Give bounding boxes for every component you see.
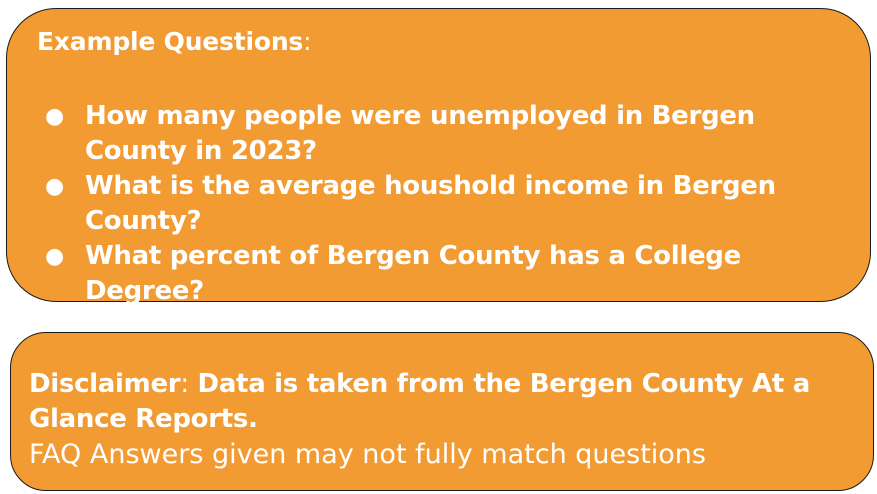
example-questions-title: Example Questions: [37, 27, 312, 56]
disclaimer-statement: Disclaimer: Data is taken from the Berge… [29, 369, 810, 434]
bullet-icon: ● [45, 244, 64, 269]
disclaimer-label: Disclaimer [29, 369, 181, 399]
example-question-item[interactable]: ● What is the average houshold income in… [43, 169, 853, 239]
disclaimer-text-block: Disclaimer: Data is taken from the Berge… [29, 367, 829, 473]
example-question-text: How many people were unemployed in Berge… [85, 101, 755, 166]
example-question-item[interactable]: ● How many people were unemployed in Ber… [43, 99, 853, 169]
disclaimer-body: Data is taken from the Bergen County At … [29, 369, 810, 434]
title-colon: : [303, 27, 312, 56]
example-question-text: What is the average houshold income in B… [85, 171, 776, 236]
example-questions-panel: Example Questions: ● How many people wer… [6, 8, 871, 306]
example-questions-title-text: Example Questions [37, 27, 304, 56]
example-question-item[interactable]: ● What percent of Bergen County has a Co… [43, 239, 853, 309]
disclaimer-note: FAQ Answers given may not fully match qu… [29, 439, 706, 470]
disclaimer-colon: : [180, 369, 189, 399]
bullet-icon: ● [45, 174, 64, 199]
bullet-icon: ● [45, 104, 64, 129]
example-questions-list: ● How many people were unemployed in Ber… [43, 99, 853, 309]
disclaimer-panel: Disclaimer: Data is taken from the Berge… [10, 332, 874, 491]
example-question-text: What percent of Bergen County has a Coll… [85, 241, 741, 306]
